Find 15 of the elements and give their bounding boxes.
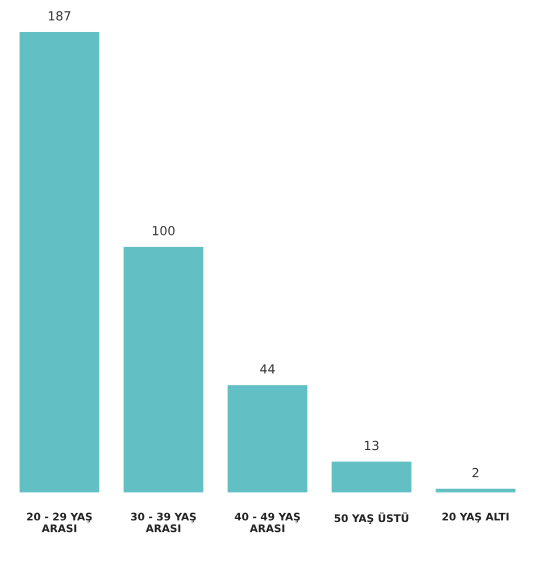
bar [122,245,205,494]
data-label: 187 [48,11,70,21]
data-label: 13 [364,440,378,450]
bar [226,384,309,494]
bar [434,487,517,494]
data-label: 2 [472,468,478,478]
data-label: 44 [260,364,275,374]
x-tick-label: 40 - 49 YAŞ ARASI [234,512,300,532]
x-tick-label: 20 - 29 YAŞ ARASI [27,512,92,532]
x-tick-label: 30 - 39 YAŞ ARASI [131,512,196,532]
x-tick-label: 20 YAŞ ALTI [442,512,509,522]
bar [18,31,101,494]
x-tick-label: 50 YAŞ ÜSTÜ [334,512,408,524]
bar [330,460,413,494]
data-label: 100 [152,226,175,236]
